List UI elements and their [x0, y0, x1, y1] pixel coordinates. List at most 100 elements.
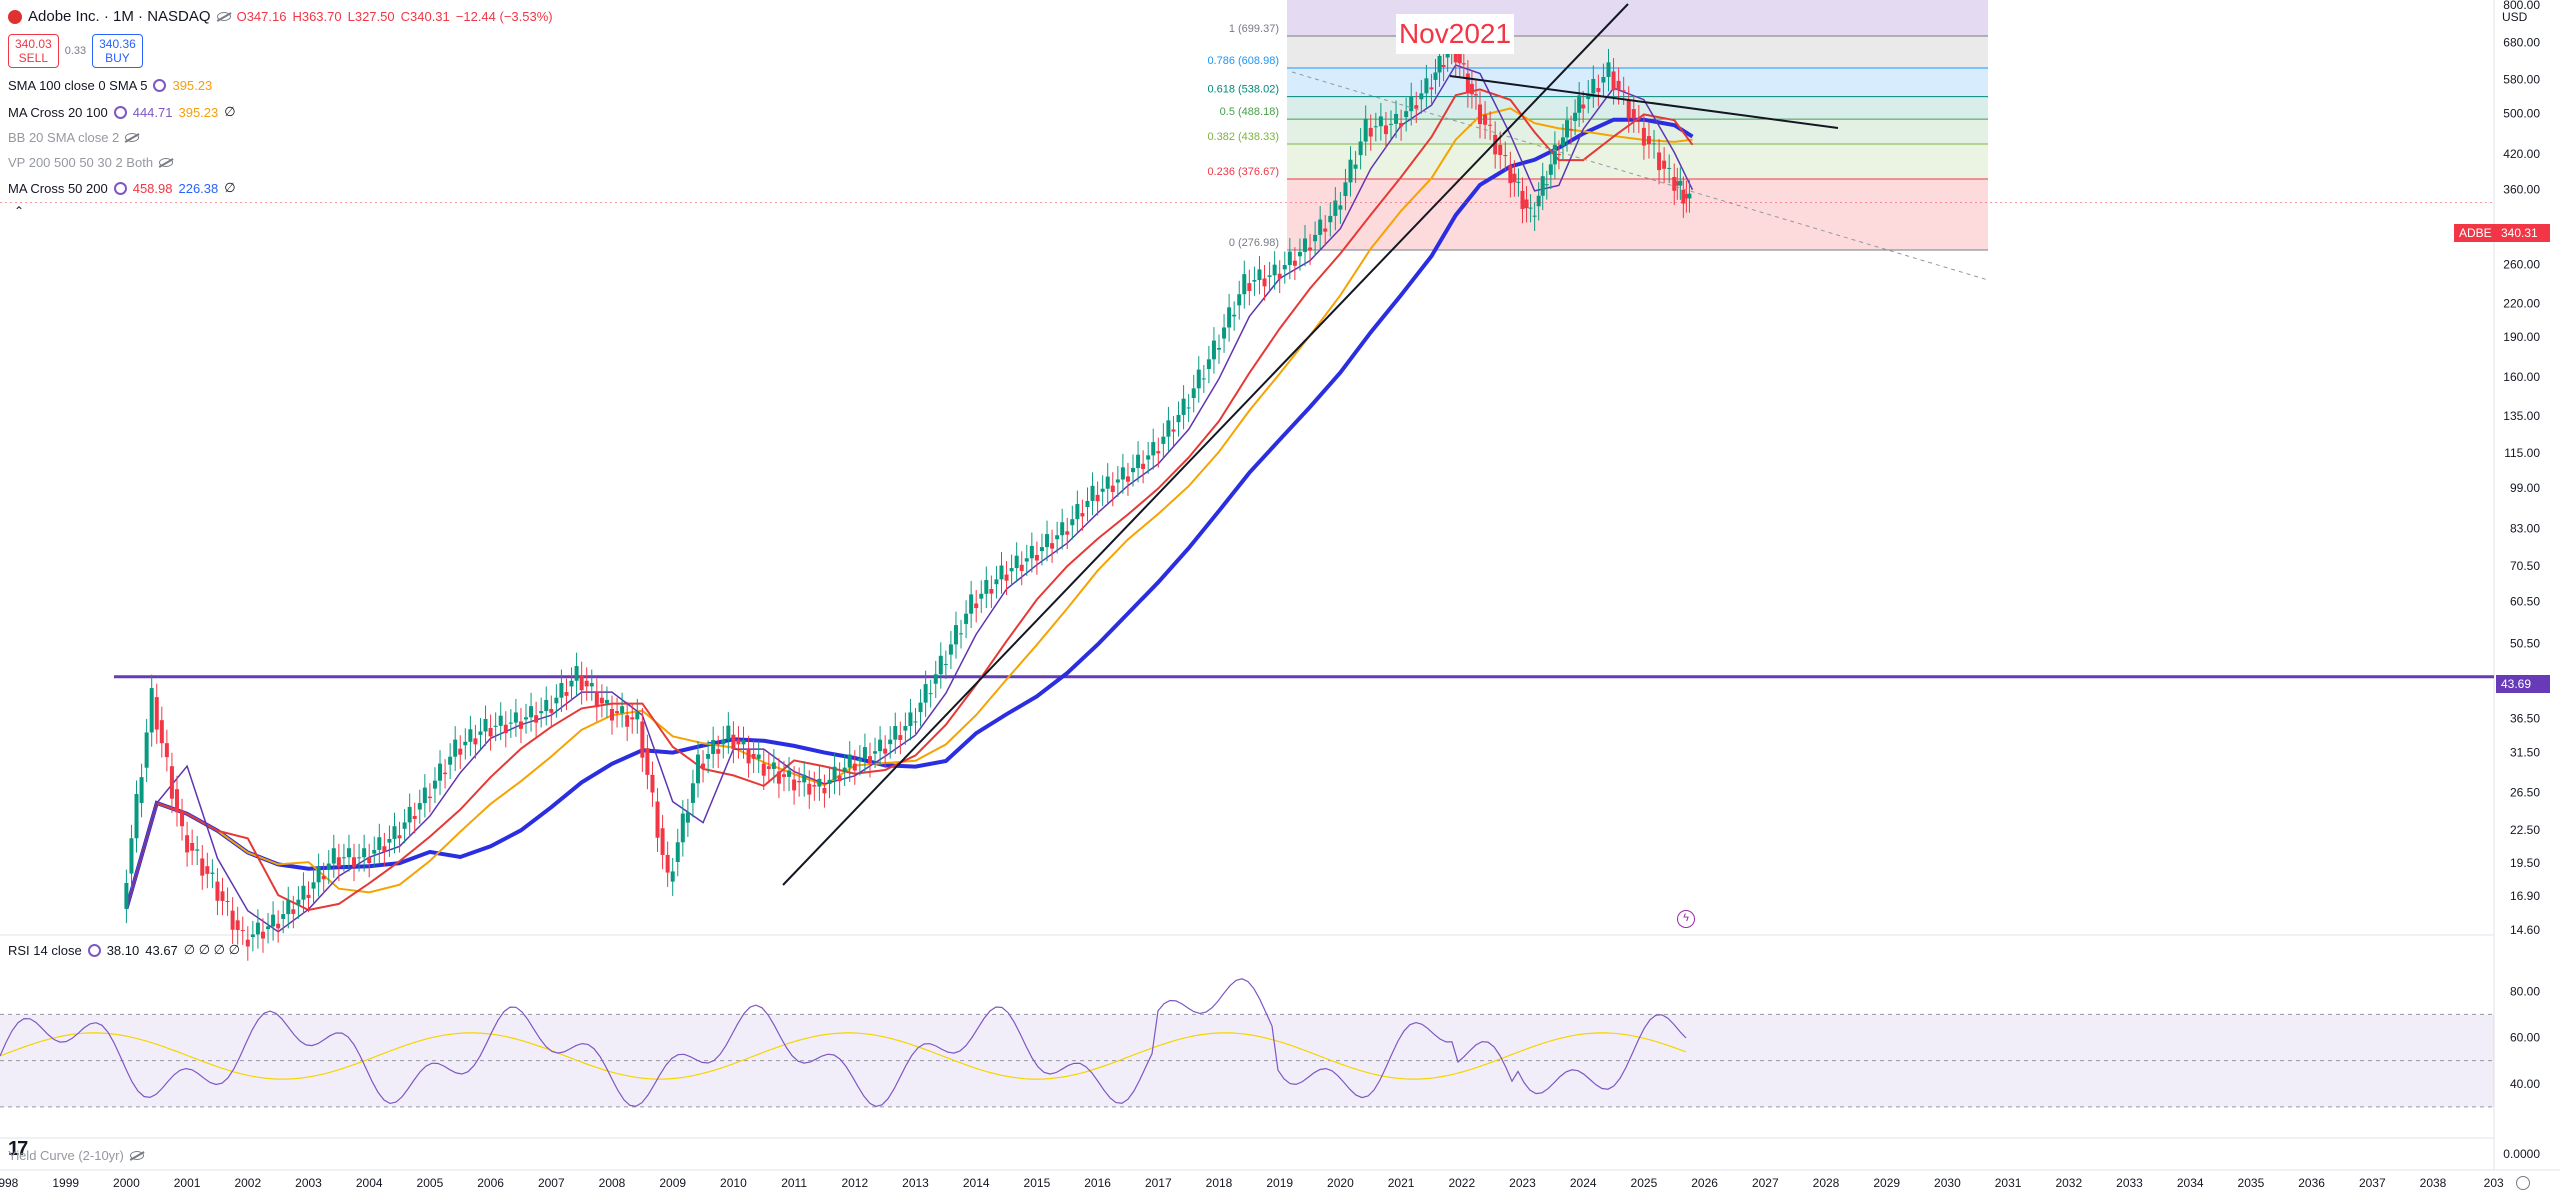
- candle-body: [1206, 359, 1211, 369]
- time-axis-tick: 2036: [2298, 1176, 2325, 1190]
- candle-body: [1222, 327, 1227, 339]
- candle-body: [1297, 251, 1302, 257]
- candle-body: [1277, 273, 1282, 279]
- candle-body: [1616, 80, 1621, 91]
- price-axis-tick: 16.90: [2510, 889, 2540, 903]
- indicator-ma-cross-50-200[interactable]: MA Cross 50 200 458.98 226.38 ∅: [8, 180, 236, 196]
- rsi-value: 38.10: [106, 942, 140, 958]
- candle-body: [1675, 181, 1680, 186]
- candle-body: [559, 682, 564, 698]
- candle-body: [1636, 118, 1641, 120]
- time-axis-tick: 2003: [295, 1176, 322, 1190]
- candle-body: [974, 603, 979, 609]
- candle-body: [1151, 442, 1156, 456]
- candle-body: [685, 812, 690, 823]
- candle-body: [372, 849, 377, 854]
- candle-body: [650, 774, 655, 793]
- visibility-icon[interactable]: [216, 12, 231, 21]
- currency-label[interactable]: USD: [2502, 10, 2528, 24]
- candle-body: [1070, 519, 1075, 526]
- rsi-axis-tick: 60.00: [2510, 1031, 2540, 1045]
- indicator-bb[interactable]: BB 20 SMA close 2: [8, 130, 140, 145]
- indicator-settings-icon[interactable]: [153, 79, 167, 92]
- fib-zone: [1287, 144, 1988, 180]
- candle-body: [852, 763, 857, 771]
- candle-body: [1544, 184, 1549, 186]
- candle-body: [1176, 414, 1181, 423]
- candle-body: [1156, 451, 1161, 454]
- candle-body: [174, 789, 179, 813]
- indicator-sma100[interactable]: SMA 100 close 0 SMA 5 395.23: [8, 78, 212, 93]
- sell-button[interactable]: 340.03 SELL: [8, 34, 59, 68]
- time-axis-tick: 2031: [1995, 1176, 2022, 1190]
- candle-body: [701, 763, 706, 769]
- candle-body: [407, 806, 412, 823]
- candle-body: [235, 920, 240, 931]
- time-axis-tick: 2008: [599, 1176, 626, 1190]
- yield-curve-legend[interactable]: Yield Curve (2-10yr): [8, 1148, 144, 1163]
- candle-body: [594, 692, 599, 708]
- lightning-icon[interactable]: ϟ: [1677, 910, 1695, 928]
- candle-body: [615, 711, 620, 714]
- buy-button[interactable]: 340.36 BUY: [92, 34, 143, 68]
- candle-body: [1516, 181, 1521, 183]
- candle-body: [827, 779, 832, 784]
- rsi-extra: ∅ ∅ ∅ ∅: [183, 942, 240, 957]
- candle-body: [402, 822, 407, 829]
- candle-body: [1414, 105, 1419, 109]
- time-axis-tick: 2004: [356, 1176, 383, 1190]
- candle-body: [589, 682, 594, 687]
- symbol-title[interactable]: Adobe Inc. · 1M · NASDAQ: [28, 8, 211, 25]
- time-axis-tick: 2005: [417, 1176, 444, 1190]
- buy-price: 340.36: [99, 37, 136, 51]
- hidden-eye-icon[interactable]: [125, 133, 140, 142]
- candle-body: [1493, 134, 1498, 155]
- candle-body: [220, 891, 225, 901]
- candle-body: [690, 783, 695, 803]
- candle-body: [210, 872, 215, 874]
- time-axis-tick: 2034: [2177, 1176, 2204, 1190]
- dashed-trend-line: [1291, 71, 1989, 281]
- indicator-ma-cross-20-100[interactable]: MA Cross 20 100 444.71 395.23 ∅: [8, 104, 236, 120]
- candle-body: [154, 697, 159, 730]
- candle-body: [1601, 76, 1606, 83]
- candle-body: [336, 857, 341, 867]
- price-axis-tick: 14.60: [2510, 923, 2540, 937]
- candle-body: [867, 756, 872, 764]
- candle-body: [625, 715, 630, 727]
- hidden-eye-icon[interactable]: [129, 1151, 144, 1160]
- candle-body: [1433, 72, 1438, 80]
- candle-body: [1581, 104, 1586, 109]
- indicator-settings-icon[interactable]: [87, 943, 101, 957]
- candle-body: [149, 688, 154, 733]
- price-axis-tick: 680.00: [2503, 36, 2540, 50]
- candle-body: [321, 876, 326, 880]
- candle-body: [357, 857, 362, 859]
- candle-body: [1483, 114, 1488, 125]
- rsi-legend[interactable]: RSI 14 close 38.10 43.67 ∅ ∅ ∅ ∅: [8, 942, 240, 958]
- yield-curve-value: 0.0000: [2503, 1147, 2540, 1161]
- candle-body: [1586, 93, 1591, 100]
- settings-gear-icon[interactable]: [2516, 1176, 2530, 1190]
- candle-body: [888, 739, 893, 745]
- time-axis-tick: 1999: [52, 1176, 79, 1190]
- candle-body: [185, 835, 190, 853]
- candle-body: [1131, 467, 1136, 473]
- candle-body: [326, 863, 331, 870]
- candle-body: [1552, 144, 1557, 165]
- indicator-settings-icon[interactable]: [113, 181, 127, 195]
- hidden-eye-icon[interactable]: [159, 158, 174, 167]
- candle-body: [1473, 94, 1478, 96]
- candle-body: [1532, 215, 1537, 217]
- collapse-legend-chevron-icon[interactable]: ⌃: [14, 204, 25, 218]
- indicator-vp[interactable]: VP 200 500 50 30 2 Both: [8, 155, 174, 170]
- price-axis-tick: 800.00: [2503, 0, 2540, 12]
- rsi-axis-tick: 40.00: [2510, 1077, 2540, 1091]
- indicator-settings-icon[interactable]: [113, 105, 127, 119]
- candle-body: [1171, 429, 1176, 432]
- candle-body: [1217, 347, 1221, 350]
- uptrend-line: [782, 3, 1629, 886]
- candle-body: [822, 787, 827, 794]
- candle-body: [964, 613, 969, 624]
